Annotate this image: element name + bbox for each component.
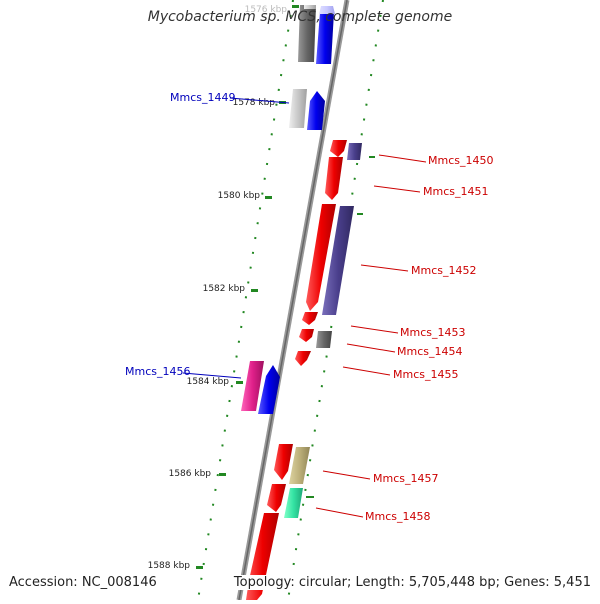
tick-mark — [251, 289, 258, 292]
gene-label-mmcs-1458[interactable]: Mmcs_1458 — [365, 510, 430, 523]
tick-label: 1576 kbp — [245, 5, 288, 15]
tick-label: 1580 kbp — [218, 191, 261, 201]
gene-arrow-mmcs-1450 — [330, 140, 347, 157]
red-genes — [295, 140, 362, 366]
leader-line — [315, 507, 364, 518]
tick-label: 1582 kbp — [203, 284, 246, 294]
tick-label: 1584 kbp — [187, 377, 230, 387]
gene-arrow — [347, 143, 362, 160]
tick-mark — [306, 496, 314, 498]
gene-arrow-mmcs-1458 — [267, 484, 286, 512]
gene-arrow-mmcs-1451 — [325, 157, 343, 200]
gene-label-mmcs-1449[interactable]: Mmcs_1449 — [170, 91, 235, 104]
gene-label-mmcs-1450[interactable]: Mmcs_1450 — [428, 154, 493, 167]
tick-label: 1586 kbp — [169, 469, 212, 479]
tick-mark — [219, 473, 226, 476]
gene-arrow — [322, 206, 354, 315]
genome-backbone-core — [238, 0, 348, 601]
inner-dotted-ring — [197, 0, 294, 601]
accession-label: Accession: NC_008146 — [9, 575, 157, 590]
gene-arrow — [319, 6, 335, 14]
gene-label-mmcs-1457[interactable]: Mmcs_1457 — [373, 472, 438, 485]
gene-label-mmcs-1455[interactable]: Mmcs_1455 — [393, 368, 458, 381]
map-title: Mycobacterium sp. MCS, complete genome — [147, 9, 453, 25]
gene-label-mmcs-1454[interactable]: Mmcs_1454 — [397, 345, 462, 358]
leader-line — [360, 264, 409, 272]
gene-group-1449 — [289, 89, 325, 130]
gene-arrow-mmcs-1449 — [307, 91, 325, 130]
tick-mark — [369, 156, 375, 158]
gene-arrow — [289, 89, 307, 128]
tick-labels: 1576 kbp 1578 kbp 1580 kbp 1582 kbp 1584… — [148, 5, 288, 571]
genome-summary: Topology: circular; Length: 5,705,448 bp… — [231, 575, 591, 590]
gene-label-mmcs-1452[interactable]: Mmcs_1452 — [411, 264, 476, 277]
gene-arrow-mmcs-1454 — [316, 331, 332, 348]
tick-label: 1588 kbp — [148, 561, 191, 571]
tick-mark — [265, 196, 272, 199]
tick-mark — [196, 566, 203, 569]
leader-line — [182, 372, 242, 379]
gene-arrow — [299, 329, 314, 342]
leader-line — [346, 343, 396, 353]
gene-arrow — [289, 447, 310, 484]
leader-line — [342, 366, 391, 376]
left-leaders — [182, 97, 290, 379]
leader-line — [322, 470, 371, 480]
gene-arrow — [304, 5, 316, 9]
inner-tick-track — [197, 0, 294, 601]
leader-line — [378, 154, 427, 163]
tick-label: 1578 kbp — [233, 98, 276, 108]
gene-arrow — [284, 488, 303, 518]
gene-arrow — [298, 5, 316, 62]
gene-arrow-mmcs-1453 — [302, 312, 318, 325]
right-leaders — [315, 154, 427, 518]
tick-mark — [236, 381, 243, 384]
gene-arrow — [258, 365, 280, 414]
leader-line — [229, 97, 290, 104]
gene-labels: Mmcs_1449 Mmcs_1456 Mmcs_1450 Mmcs_1451 … — [125, 91, 493, 523]
gene-label-mmcs-1453[interactable]: Mmcs_1453 — [400, 326, 465, 339]
gene-arrow-mmcs-1456 — [241, 361, 264, 411]
tick-mark — [292, 5, 299, 8]
top-features — [298, 5, 335, 64]
leader-line — [373, 185, 421, 193]
gene-label-mmcs-1451[interactable]: Mmcs_1451 — [423, 185, 488, 198]
tick-mark — [357, 213, 363, 215]
gene-arrow-mmcs-1452 — [306, 204, 336, 311]
gene-arrow-mmcs-1457 — [274, 444, 293, 480]
outer-track-marks — [306, 156, 375, 498]
gene-label-mmcs-1456[interactable]: Mmcs_1456 — [125, 365, 190, 378]
gene-group-1456 — [241, 361, 280, 414]
gene-arrow — [316, 12, 334, 64]
leader-line — [350, 325, 399, 334]
gene-arrow-mmcs-1455 — [295, 351, 311, 366]
